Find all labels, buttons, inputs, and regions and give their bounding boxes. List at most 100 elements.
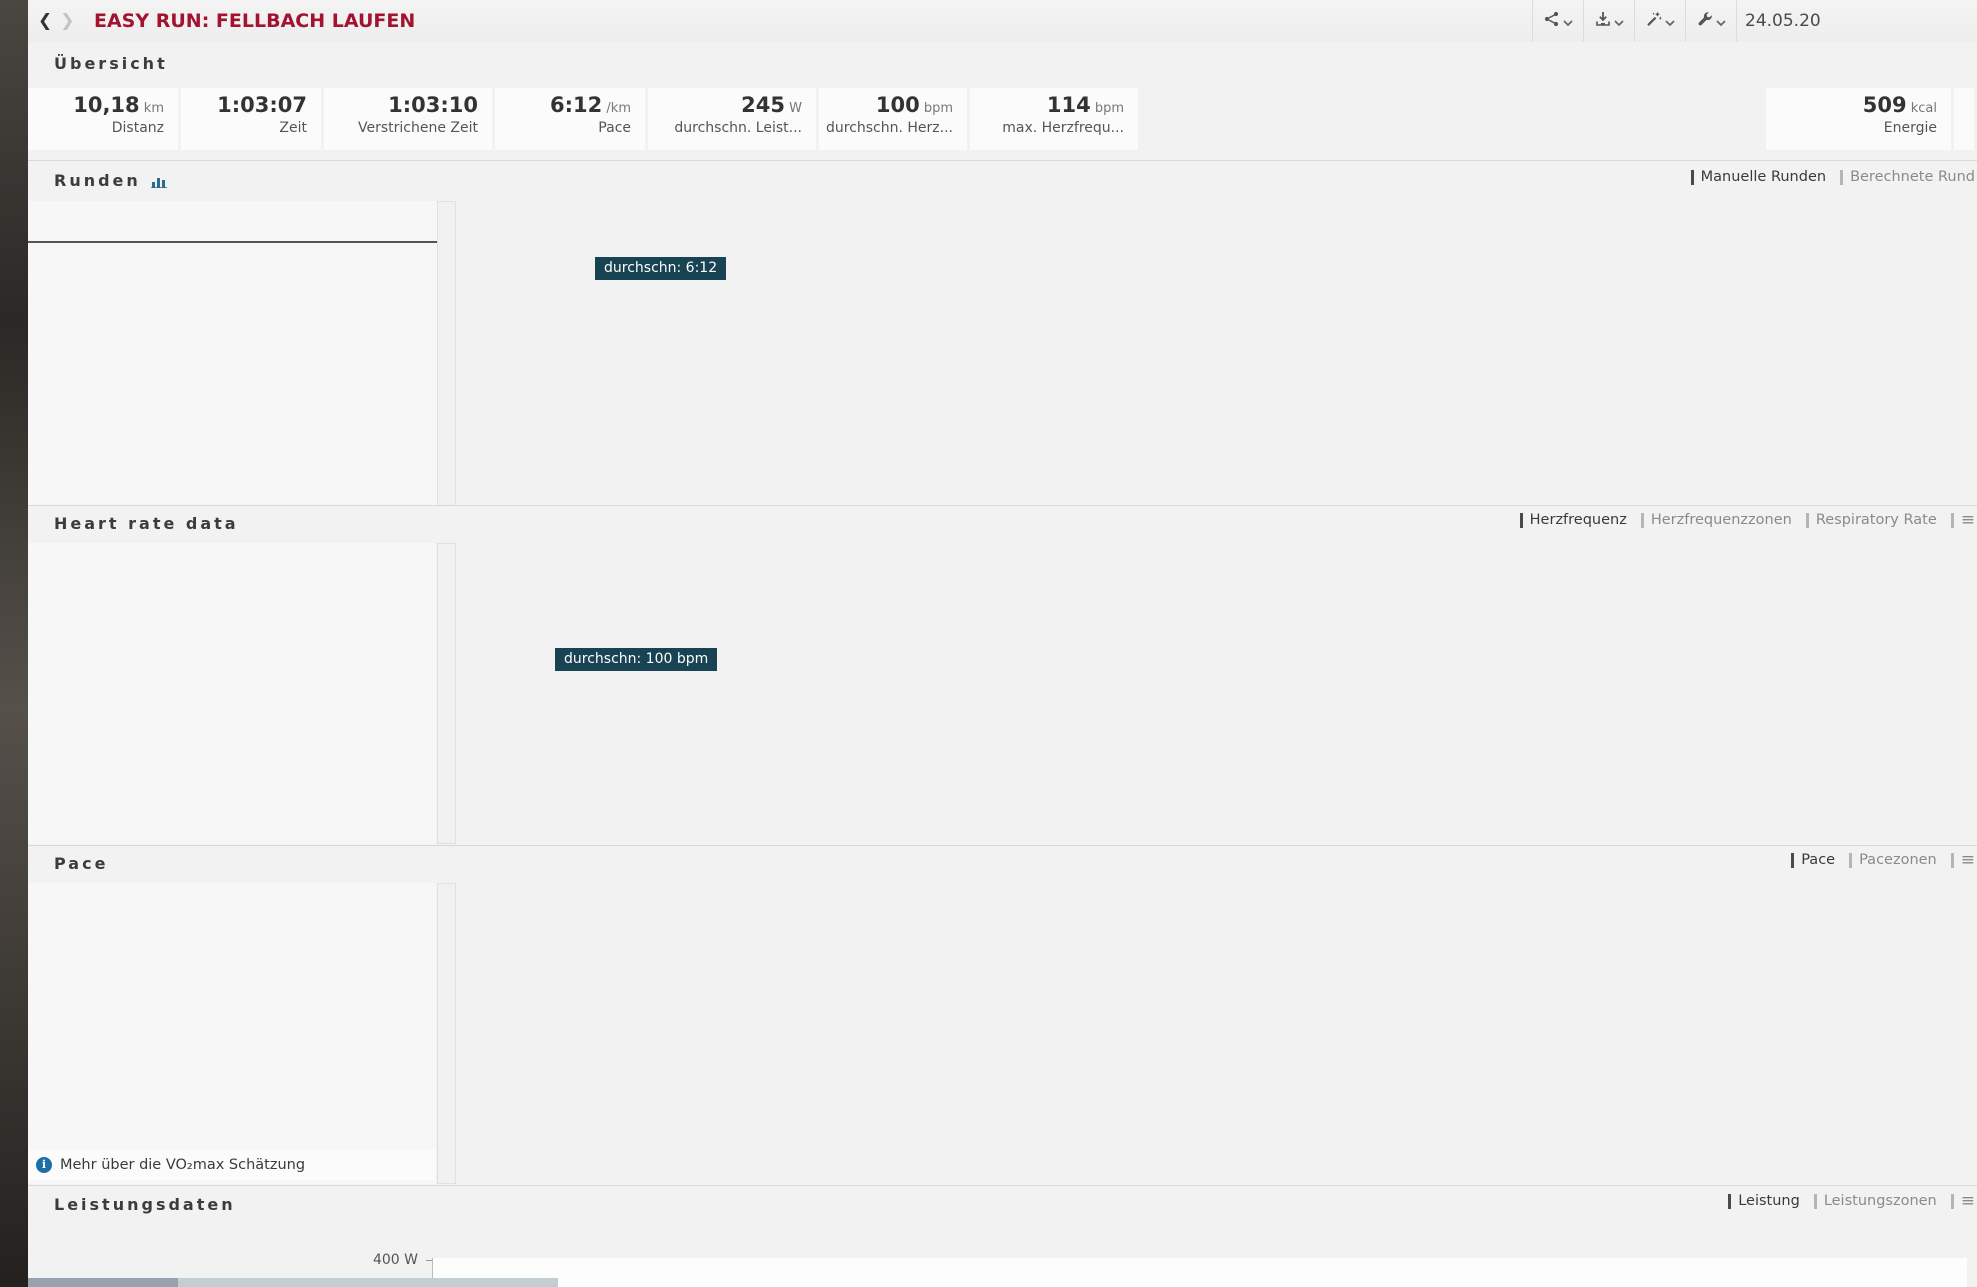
- stat-value: 509 kcal: [1862, 93, 1937, 117]
- tab-marker: [1840, 169, 1844, 185]
- magic-wand-button[interactable]: [1634, 0, 1685, 42]
- laps-heading: Runden: [54, 171, 168, 192]
- download-button[interactable]: [1583, 0, 1634, 42]
- power-heading: Leistungsdaten: [54, 1195, 236, 1214]
- stats-gap: [1141, 88, 1766, 150]
- previous-activity-button[interactable]: ❮: [38, 11, 53, 31]
- tab-marker: [1950, 1193, 1954, 1209]
- stat-value: 10,18 km: [73, 93, 164, 117]
- heartrate-average-tooltip: durchschn: 100 bpm: [555, 648, 718, 671]
- tab-marker: [1690, 169, 1694, 185]
- stat-value: 1:03:07: [217, 93, 307, 117]
- tab-berechnete-rund[interactable]: Berechnete Rund: [1840, 169, 1975, 185]
- heartrate-chart[interactable]: durchschn: 100 bpm: [460, 541, 1977, 846]
- laps-table-body: [28, 243, 456, 508]
- overview-stats-row: 10,18 km Distanz 1:03:07 Zeit 1:03:10 Verstri…: [28, 88, 1977, 150]
- chart-menu-icon[interactable]: ≡: [1950, 851, 1975, 868]
- pace-chart[interactable]: [460, 881, 1977, 1186]
- share-button[interactable]: [1532, 0, 1583, 42]
- stat-label: Distanz: [111, 120, 164, 136]
- pace-heading: Pace: [54, 854, 109, 873]
- tab-pacezonen[interactable]: Pacezonen: [1849, 852, 1937, 868]
- stat-label: durchschn. Leist...: [674, 120, 802, 136]
- next-activity-button[interactable]: ❯: [60, 11, 75, 31]
- tab-marker: [1728, 1193, 1732, 1209]
- stat-label: Pace: [598, 120, 631, 136]
- heartrate-section: Heart rate data Herzfrequenz Herzfrequenz…: [28, 505, 1977, 846]
- tab-herzfrequenz[interactable]: Herzfrequenz: [1519, 512, 1627, 528]
- stat-label: Zeit: [279, 120, 307, 136]
- tab-manuelle-runden[interactable]: Manuelle Runden: [1690, 169, 1826, 185]
- laps-scrollbar[interactable]: [437, 201, 456, 506]
- tab-herzfrequenzzonen[interactable]: Herzfrequenzzonen: [1640, 512, 1792, 528]
- date-label[interactable]: 24.05.20: [1745, 11, 1821, 31]
- chevron-down-icon: [1613, 12, 1624, 31]
- tab-respiratory-rate[interactable]: Respiratory Rate: [1805, 512, 1937, 528]
- stat-cell: 245 W durchschn. Leist...: [648, 88, 816, 150]
- stat-cell: 509 kcal Energie: [1766, 88, 1951, 150]
- stat-cell: 1:03:07 Zeit: [181, 88, 321, 150]
- stat-label: max. Herzfrequ...: [1002, 120, 1124, 136]
- stat-label: Energie: [1883, 120, 1937, 136]
- laps-average-tooltip: durchschn: 6:12: [595, 257, 727, 280]
- stat-label: durchschn. Herz...: [825, 120, 953, 136]
- power-chart[interactable]: 400 W: [370, 1224, 1977, 1287]
- tab-marker: [1519, 512, 1523, 528]
- chevron-down-icon: [1715, 12, 1726, 31]
- laps-table-header: [28, 201, 456, 243]
- stat-cell: 10,18 km Distanz: [28, 88, 178, 150]
- background-photo-strip: [0, 0, 28, 1287]
- magic-wand-icon: [1646, 11, 1662, 31]
- stat-value: 245 W: [741, 93, 802, 117]
- overview-heading: Übersicht: [54, 54, 168, 73]
- tab-marker: [1849, 852, 1853, 868]
- stat-value: 114 bpm: [1046, 93, 1124, 117]
- laps-section: Runden Manuelle Runden Berechnete Rund du…: [28, 160, 1977, 506]
- laps-table-panel: [28, 201, 456, 506]
- tab-marker: [1805, 512, 1809, 528]
- overview-section: Übersicht 10,18 km Distanz 1:03:07 Zeit 1:03…: [28, 42, 1977, 160]
- tab-marker: [1950, 852, 1954, 868]
- heartrate-stats-panel: [28, 543, 436, 844]
- chevron-down-icon: [1563, 12, 1573, 31]
- stat-cell: [1954, 88, 1974, 150]
- chart-menu-icon[interactable]: ≡: [1950, 511, 1975, 528]
- download-icon: [1595, 11, 1611, 31]
- chart-menu-icon[interactable]: ≡: [1950, 1192, 1975, 1209]
- heartrate-scrollbar[interactable]: [437, 543, 456, 844]
- stat-value: 100 bpm: [875, 93, 953, 117]
- tab-marker: [1640, 512, 1644, 528]
- pace-stats-panel: i Mehr über die VO₂max Schätzung: [28, 883, 436, 1184]
- power-axis-label: 400 W: [372, 1252, 418, 1268]
- tab-marker: [1950, 512, 1954, 528]
- stat-label: Verstrichene Zeit: [358, 120, 478, 136]
- background-photo: [28, 1278, 178, 1287]
- share-icon: [1543, 11, 1560, 31]
- tab-pace[interactable]: Pace: [1791, 852, 1835, 868]
- background-photo: [178, 1278, 558, 1287]
- tab-marker: [1813, 1193, 1817, 1209]
- vo2max-info-link[interactable]: i Mehr über die VO₂max Schätzung: [28, 1150, 436, 1180]
- power-section: Leistungsdaten Leistung Leistungszonen ≡ 4…: [28, 1185, 1977, 1287]
- stat-value: 6:12 /km: [550, 93, 631, 117]
- tab-leistung[interactable]: Leistung: [1728, 1193, 1800, 1209]
- top-bar: ❮ ❯ EASY RUN: FELLBACH LAUFEN 24.05.20: [28, 0, 1977, 43]
- stat-cell: 1:03:10 Verstrichene Zeit: [324, 88, 492, 150]
- info-icon: i: [36, 1157, 52, 1173]
- stat-value: 1:03:10: [388, 93, 478, 117]
- wrench-button[interactable]: [1685, 0, 1737, 42]
- wrench-icon: [1697, 11, 1713, 31]
- pace-scrollbar[interactable]: [437, 883, 456, 1184]
- laps-chart-icon[interactable]: [150, 173, 168, 192]
- stat-cell: 100 bpm durchschn. Herz...: [819, 88, 967, 150]
- tab-leistungszonen[interactable]: Leistungszonen: [1813, 1193, 1937, 1209]
- page-title: EASY RUN: FELLBACH LAUFEN: [94, 10, 416, 32]
- laps-bar-chart[interactable]: durchschn: 6:12: [460, 201, 1977, 506]
- tab-marker: [1791, 852, 1795, 868]
- stat-cell: 6:12 /km Pace: [495, 88, 645, 150]
- pace-section: Pace Pace Pacezonen ≡ i Mehr über die VO₂m…: [28, 845, 1977, 1186]
- chevron-down-icon: [1664, 12, 1675, 31]
- heartrate-heading: Heart rate data: [54, 514, 239, 533]
- stat-cell: 114 bpm max. Herzfrequ...: [970, 88, 1138, 150]
